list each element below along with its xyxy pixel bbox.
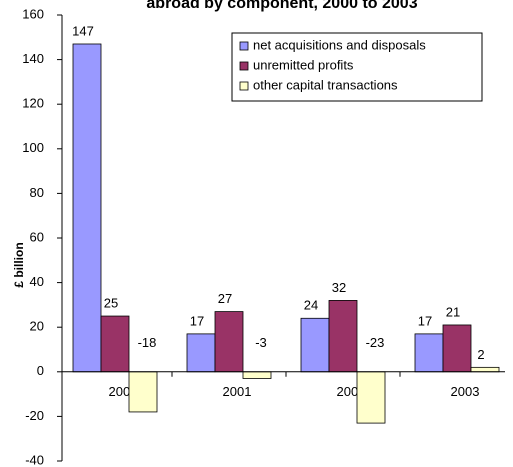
value-label: -3 xyxy=(255,335,267,350)
bar xyxy=(414,333,444,373)
y-axis-label: £ billion xyxy=(12,242,26,287)
value-label: 147 xyxy=(72,23,94,38)
bar xyxy=(356,371,386,424)
y-tick-label: -20 xyxy=(25,408,44,423)
bar xyxy=(470,366,500,373)
y-tick-label: 80 xyxy=(30,185,44,200)
value-label: 27 xyxy=(218,291,232,306)
y-tick-label: 160 xyxy=(22,6,44,21)
legend-swatch xyxy=(239,41,249,51)
value-label: 21 xyxy=(446,304,460,319)
bar xyxy=(128,371,158,413)
y-tick-label: 0 xyxy=(37,363,44,378)
y-tick-label: 140 xyxy=(22,51,44,66)
value-label: 2 xyxy=(477,347,484,362)
x-tick-label: 2001 xyxy=(223,384,252,399)
value-label: 24 xyxy=(304,298,318,313)
bar xyxy=(186,333,216,373)
legend-swatch xyxy=(239,81,249,91)
y-tick-label: 20 xyxy=(30,319,44,334)
value-label: 25 xyxy=(104,295,118,310)
legend-label: unremitted profits xyxy=(253,57,354,72)
value-label: 17 xyxy=(418,313,432,328)
legend-label: other capital transactions xyxy=(253,77,398,92)
y-tick-label: 100 xyxy=(22,140,44,155)
bar xyxy=(72,43,102,373)
bar xyxy=(328,300,358,373)
bar xyxy=(100,315,130,373)
legend-swatch xyxy=(239,61,249,71)
legend-box xyxy=(231,32,483,102)
chart-title: abroad by component, 2000 to 2003 xyxy=(146,0,417,12)
value-label: 32 xyxy=(332,280,346,295)
bar xyxy=(242,371,272,379)
y-tick-label: 40 xyxy=(30,274,44,289)
y-tick-label: 120 xyxy=(22,96,44,111)
bar xyxy=(442,324,472,373)
value-label: -18 xyxy=(138,335,157,350)
value-label: 17 xyxy=(190,313,204,328)
y-tick-label: -40 xyxy=(25,452,44,467)
bar xyxy=(214,311,244,373)
x-tick-label: 2003 xyxy=(451,384,480,399)
legend-label: net acquisitions and disposals xyxy=(253,37,426,52)
y-tick-label: 60 xyxy=(30,229,44,244)
bar xyxy=(300,317,330,373)
value-label: -23 xyxy=(366,335,385,350)
